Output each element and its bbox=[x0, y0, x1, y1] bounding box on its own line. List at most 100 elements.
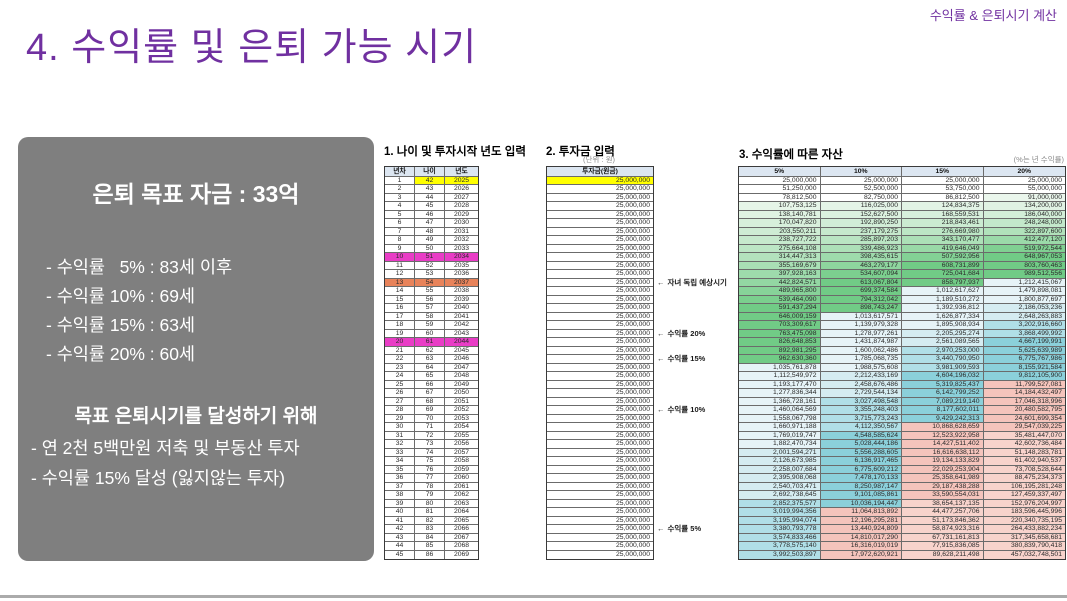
year-index-cell: 30 bbox=[385, 423, 415, 432]
year-index-cell: 24 bbox=[385, 372, 415, 381]
asset-value-cell: 20,480,582,795 bbox=[983, 406, 1065, 415]
table-row: 1,366,728,161 3,027,498,548 7,089,219,140 1… bbox=[739, 397, 1065, 406]
investment-amount-cell: 25,000,000 bbox=[547, 372, 653, 381]
asset-value-cell: 2,648,263,883 bbox=[983, 312, 1065, 321]
age-cell: 66 bbox=[415, 380, 445, 389]
asset-value-cell: 73,708,528,644 bbox=[983, 465, 1065, 474]
investment-amount-cell: 25,000,000 bbox=[547, 542, 653, 551]
asset-value-cell: 3,715,773,243 bbox=[820, 414, 902, 423]
left-arrow-icon: ← bbox=[657, 277, 665, 287]
bottom-divider bbox=[0, 595, 1067, 598]
column-header: 투자금(원금) bbox=[547, 167, 653, 177]
age-cell: 43 bbox=[415, 185, 445, 194]
asset-value-cell: 1,882,470,734 bbox=[739, 440, 821, 449]
annotation-label: 수익률 10% bbox=[667, 405, 706, 415]
investment-amount-cell: 25,000,000 bbox=[547, 262, 653, 270]
table-row: 25,000,000 bbox=[547, 372, 653, 381]
asset-value-cell: 2,561,089,565 bbox=[902, 338, 984, 347]
age-cell: 84 bbox=[415, 533, 445, 542]
asset-value-cell: 25,358,641,989 bbox=[902, 474, 984, 483]
asset-value-cell: 519,972,544 bbox=[983, 244, 1065, 253]
asset-value-cell: 3,868,499,992 bbox=[983, 329, 1065, 338]
asset-value-cell: 5,625,639,989 bbox=[983, 346, 1065, 355]
asset-value-cell: 539,464,090 bbox=[739, 295, 821, 304]
goal-bullet: - 연 2천 5백만원 저축 및 부동산 투자 bbox=[31, 438, 300, 458]
year-index-cell: 21 bbox=[385, 346, 415, 355]
investment-amount-cell: 25,000,000 bbox=[547, 432, 653, 440]
age-cell: 54 bbox=[415, 278, 445, 287]
asset-value-cell: 134,200,000 bbox=[983, 202, 1065, 211]
calendar-year-cell: 2029 bbox=[445, 211, 478, 219]
asset-value-cell: 25,000,000 bbox=[902, 176, 984, 185]
goal-bullets: - 연 2천 5백만원 저축 및 부동산 투자 - 수익률 15% 달성 (잃지않… bbox=[31, 433, 374, 493]
asset-value-cell: 3,019,994,356 bbox=[739, 508, 821, 517]
table-header-row: 5% 10% 15% 20% bbox=[739, 167, 1065, 177]
age-cell: 64 bbox=[415, 363, 445, 372]
age-year-table: 년차 나이 년도 1 42 2025 2 43 2026 3 44 2027 4 45 2028 5 46 202… bbox=[384, 166, 479, 560]
calendar-year-cell: 2026 bbox=[445, 185, 478, 194]
investment-amount-cell: 25,000,000 bbox=[547, 321, 653, 330]
percent-note: (%는 년 수익률) bbox=[1013, 155, 1064, 164]
table-row: 170,047,820 192,890,250 218,843,461 248,248… bbox=[739, 219, 1065, 228]
table-row: 397,928,163 534,607,094 725,041,684 989,512… bbox=[739, 270, 1065, 279]
asset-value-cell: 1,800,877,697 bbox=[983, 295, 1065, 304]
goal-subtitle: 목표 은퇴시기를 달성하기 위해 bbox=[74, 406, 318, 427]
year-index-cell: 14 bbox=[385, 287, 415, 296]
asset-value-cell: 725,041,684 bbox=[902, 270, 984, 279]
year-index-cell: 44 bbox=[385, 542, 415, 551]
table-row: 25,000,000 bbox=[547, 262, 653, 270]
asset-value-cell: 2,212,433,169 bbox=[820, 372, 902, 381]
table-row: 1,035,761,878 1,988,575,608 3,981,909,593 8… bbox=[739, 363, 1065, 372]
table-row: 2,258,007,684 6,775,609,212 22,029,253,904… bbox=[739, 465, 1065, 474]
asset-value-cell: 534,607,094 bbox=[820, 270, 902, 279]
age-cell: 82 bbox=[415, 516, 445, 525]
calendar-year-cell: 2045 bbox=[445, 347, 478, 355]
calendar-year-cell: 2064 bbox=[445, 508, 478, 517]
asset-value-cell: 276,669,980 bbox=[902, 227, 984, 236]
asset-value-cell: 53,750,000 bbox=[902, 185, 984, 194]
asset-value-cell: 2,970,253,000 bbox=[902, 346, 984, 355]
investment-amount-cell: 25,000,000 bbox=[547, 211, 653, 219]
table-row: 36 77 2060 bbox=[385, 474, 478, 483]
summary-bullet: - 수익률 5% : 83세 이후 bbox=[46, 257, 233, 277]
asset-value-cell: 77,915,836,085 bbox=[902, 542, 984, 551]
table-row: 1,193,177,470 2,458,676,486 5,319,825,437 1… bbox=[739, 380, 1065, 389]
table-row: 21 62 2045 bbox=[385, 346, 478, 355]
table-row: 24 65 2048 bbox=[385, 372, 478, 381]
investment-amount-cell: 25,000,000 bbox=[547, 279, 653, 287]
asset-value-cell: 1,392,936,812 bbox=[902, 304, 984, 313]
table-row: 3,992,503,897 17,972,620,921 89,628,211,49… bbox=[739, 550, 1065, 559]
asset-value-cell: 898,743,247 bbox=[820, 304, 902, 313]
age-cell: 45 bbox=[415, 202, 445, 211]
age-cell: 68 bbox=[415, 397, 445, 406]
year-index-cell: 41 bbox=[385, 516, 415, 525]
retirement-target-title: 은퇴 목표 자금 : 33억 bbox=[92, 181, 300, 207]
table-row: 1 42 2025 bbox=[385, 176, 478, 185]
asset-value-cell: 220,340,735,195 bbox=[983, 516, 1065, 525]
summary-bullet: - 수익률 15% : 63세 bbox=[46, 315, 196, 335]
calendar-year-cell: 2066 bbox=[445, 525, 478, 534]
asset-value-cell: 8,155,921,584 bbox=[983, 363, 1065, 372]
table-row: 25,000,000 bbox=[547, 415, 653, 423]
asset-value-cell: 170,047,820 bbox=[739, 219, 821, 228]
investment-amount-cell: 25,000,000 bbox=[547, 296, 653, 304]
investment-amount-cell: 25,000,000 bbox=[615, 550, 650, 558]
age-cell: 76 bbox=[415, 465, 445, 474]
year-index-cell: 3 bbox=[385, 193, 415, 202]
table-row: 18 59 2042 bbox=[385, 321, 478, 330]
asset-value-cell: 11,064,813,892 bbox=[820, 508, 902, 517]
calendar-year-cell: 2048 bbox=[445, 372, 478, 381]
column-header: 나이 bbox=[415, 167, 445, 177]
asset-value-cell: 33,590,554,031 bbox=[902, 491, 984, 500]
age-cell: 83 bbox=[415, 525, 445, 534]
asset-value-cell: 1,277,836,344 bbox=[739, 389, 821, 398]
asset-value-cell: 2,692,738,645 bbox=[739, 491, 821, 500]
age-cell: 77 bbox=[415, 474, 445, 483]
asset-value-cell: 248,248,000 bbox=[983, 219, 1065, 228]
investment-amount-cell: 25,000,000 bbox=[547, 508, 653, 517]
age-cell: 65 bbox=[415, 372, 445, 381]
table-row: 25,000,000 bbox=[547, 525, 653, 534]
table-row: 6 47 2030 bbox=[385, 219, 478, 228]
table-row: 28 69 2052 bbox=[385, 406, 478, 415]
table-row: 1,882,470,734 5,028,444,186 14,427,511,402… bbox=[739, 440, 1065, 449]
